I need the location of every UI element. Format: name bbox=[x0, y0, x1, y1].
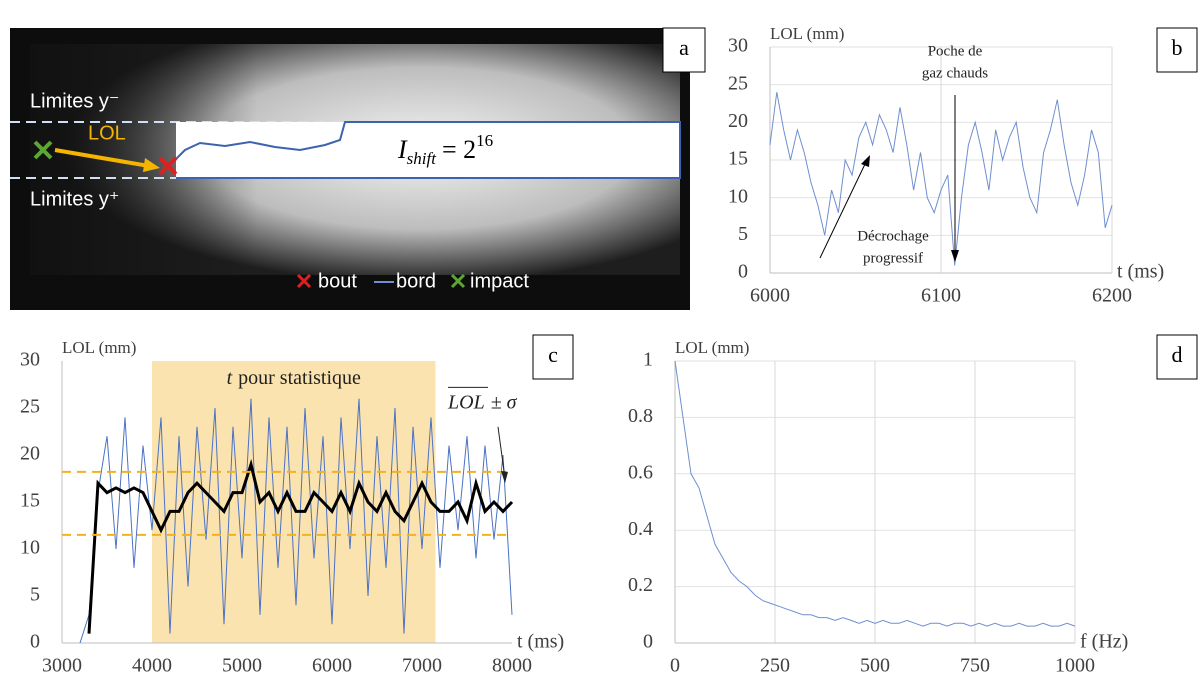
y-axis-label: LOL (mm) bbox=[62, 338, 136, 357]
panel-label-box bbox=[662, 27, 706, 73]
x-tick-label: 6100 bbox=[921, 285, 961, 307]
y-tick-label: 30 bbox=[728, 35, 748, 57]
y-tick-label: 30 bbox=[20, 349, 40, 371]
y-axis-label: LOL (mm) bbox=[770, 24, 844, 43]
x-tick-label: 500 bbox=[860, 655, 890, 677]
lower-limit-label: Limites y⁺ bbox=[30, 188, 119, 210]
legend-label: impact bbox=[470, 270, 529, 292]
y-tick-label: 10 bbox=[728, 185, 748, 207]
x-tick-label: 4000 bbox=[132, 655, 172, 677]
y-tick-label: 0 bbox=[738, 261, 748, 283]
annotation: progressif bbox=[863, 250, 923, 266]
pointer-head bbox=[501, 470, 508, 484]
x-tick-label: 250 bbox=[760, 655, 790, 677]
formula-symbol: I bbox=[397, 135, 408, 164]
x-tick-label: 8000 bbox=[492, 655, 532, 677]
formula-exponent: 16 bbox=[476, 131, 493, 150]
data-line bbox=[79, 398, 513, 644]
y-tick-label: 10 bbox=[20, 537, 40, 559]
formula-subscript: shift bbox=[407, 149, 438, 168]
window-label-text: pour statistique bbox=[238, 367, 361, 389]
x-tick-label: 1000 bbox=[1055, 655, 1095, 677]
x-tick-label: 6000 bbox=[750, 285, 790, 307]
y-tick-label: 25 bbox=[728, 72, 748, 94]
pointer-head bbox=[861, 155, 870, 167]
y-tick-label: 1 bbox=[643, 349, 653, 371]
lol-label: LOL bbox=[88, 122, 126, 144]
arrow-head bbox=[143, 158, 160, 172]
formula: Ishift = 216 bbox=[397, 131, 493, 168]
image-panel: Limites y⁻ Limites y⁺ LOL Ishift = 216 bo… bbox=[10, 27, 706, 310]
mean-label: LOL ± σ bbox=[447, 391, 518, 413]
edge bbox=[169, 121, 681, 179]
x-axis-label: t (ms) bbox=[517, 631, 564, 653]
y-tick-label: 0 bbox=[643, 631, 653, 653]
x-tick-label: 6000 bbox=[312, 655, 352, 677]
x-axis-label: t (ms) bbox=[1117, 261, 1164, 283]
pointer-head bbox=[951, 250, 959, 262]
y-tick-label: 0.8 bbox=[628, 405, 653, 427]
panel-label-box bbox=[1156, 27, 1198, 73]
panel-label: b bbox=[1172, 35, 1183, 60]
image-border bbox=[10, 28, 690, 44]
pointer bbox=[497, 426, 506, 479]
y-tick-label: 0 bbox=[30, 631, 40, 653]
window-label-var: t bbox=[227, 367, 233, 389]
tip-marker bbox=[158, 156, 178, 176]
mean-label-bar: LOL bbox=[447, 391, 485, 413]
panel-label: d bbox=[1172, 342, 1183, 367]
data-line bbox=[87, 458, 514, 634]
y-tick-label: 0.2 bbox=[628, 574, 653, 596]
y-tick-label: 5 bbox=[738, 223, 748, 245]
annotation: Poche de bbox=[928, 43, 983, 59]
impact-marker bbox=[33, 140, 53, 160]
x-tick-label: 5000 bbox=[222, 655, 262, 677]
pointer bbox=[819, 161, 867, 259]
lol-arrow bbox=[54, 148, 156, 169]
formula-equals: = 2 bbox=[442, 135, 476, 164]
annotation: Décrochage bbox=[857, 228, 929, 244]
data-line bbox=[769, 92, 1113, 266]
x-tick-label: 6200 bbox=[1092, 285, 1132, 307]
legend-label: bord bbox=[396, 270, 436, 292]
panel-label: a bbox=[679, 35, 689, 60]
image-border bbox=[10, 275, 690, 310]
y-tick-label: 5 bbox=[30, 584, 40, 606]
legend-label: bout bbox=[318, 270, 357, 292]
y-axis-label: LOL (mm) bbox=[675, 338, 749, 357]
y-tick-label: 0.4 bbox=[628, 518, 653, 540]
panel-label-box bbox=[532, 334, 574, 380]
data-line bbox=[674, 360, 1076, 627]
legend-tip bbox=[296, 273, 312, 289]
x-tick-label: 750 bbox=[960, 655, 990, 677]
window-label: t pour statistique bbox=[227, 367, 361, 389]
panel-label: c bbox=[548, 342, 558, 367]
shift-region bbox=[176, 122, 680, 178]
y-tick-label: 15 bbox=[728, 148, 748, 170]
x-axis-label: f (Hz) bbox=[1080, 631, 1128, 653]
panel-label-box bbox=[1156, 334, 1198, 380]
upper-limit-label: Limites y⁻ bbox=[30, 90, 119, 112]
legend-impact bbox=[450, 273, 466, 289]
x-tick-label: 3000 bbox=[42, 655, 82, 677]
y-tick-label: 25 bbox=[20, 396, 40, 418]
annotation: gaz chauds bbox=[922, 65, 988, 81]
y-tick-label: 20 bbox=[20, 443, 40, 465]
y-tick-label: 15 bbox=[20, 490, 40, 512]
y-tick-label: 20 bbox=[728, 110, 748, 132]
stat-window bbox=[152, 361, 436, 643]
x-tick-label: 7000 bbox=[402, 655, 442, 677]
y-tick-label: 0.6 bbox=[628, 461, 653, 483]
x-tick-label: 0 bbox=[670, 655, 680, 677]
spread-label: ± σ bbox=[491, 391, 518, 413]
